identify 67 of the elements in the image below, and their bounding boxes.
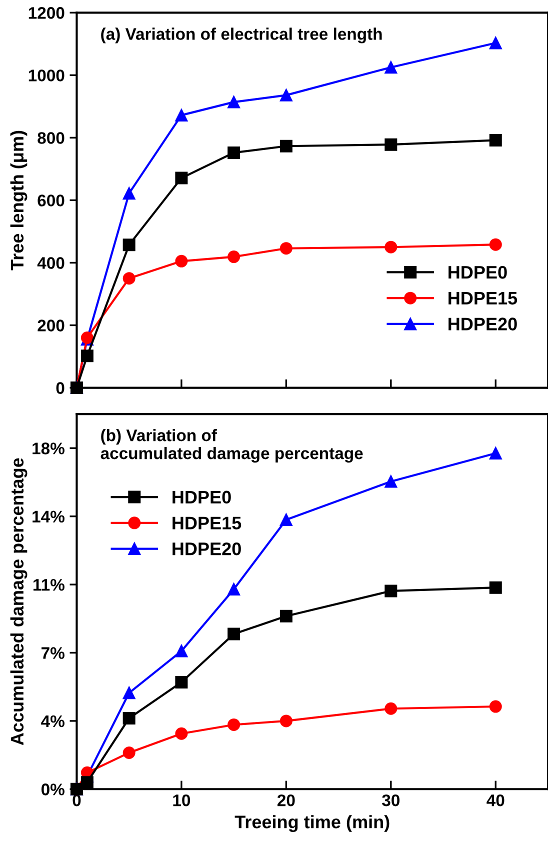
y-tick-label: 7%	[42, 647, 64, 659]
point	[228, 96, 240, 108]
legend-label: HDPE20	[172, 542, 241, 556]
point	[489, 238, 502, 251]
point	[280, 140, 292, 152]
legend-label: HDPE0	[448, 266, 507, 279]
y-axis-title: Tree length (μm)	[10, 130, 28, 270]
point	[384, 61, 398, 74]
point	[280, 513, 292, 526]
legend-label: HDPE15	[172, 516, 242, 530]
text: (b) Variation of accumulated damage percentage	[100, 429, 363, 463]
point	[228, 250, 240, 264]
point	[280, 610, 292, 622]
y-tick-label: 11%	[34, 578, 64, 591]
point	[384, 240, 398, 254]
point	[175, 172, 188, 184]
point	[175, 254, 188, 268]
point	[228, 146, 240, 159]
point	[280, 242, 292, 255]
point	[489, 581, 502, 594]
x-tick-label: 40	[486, 794, 504, 806]
y-tick-label: 800	[38, 132, 64, 144]
x-tick-label: 0	[72, 794, 81, 806]
y-axis-title: Accumulated damage percentage	[10, 458, 28, 746]
legend-label: HDPE0	[172, 490, 231, 504]
point	[122, 686, 136, 700]
y-tick-label: 600	[38, 194, 64, 206]
y-tick-label: 0%	[41, 784, 64, 796]
point	[489, 446, 502, 460]
y-tick-label: 1000	[28, 70, 64, 82]
point	[280, 714, 292, 728]
point	[175, 644, 188, 658]
point	[175, 108, 188, 122]
y-tick-label: 14%	[32, 510, 64, 522]
y-tick-label: 1200	[28, 7, 64, 19]
point	[175, 727, 188, 740]
point	[80, 776, 94, 789]
point	[122, 712, 136, 725]
legend-label: HDPE15	[448, 292, 518, 305]
point	[228, 628, 240, 640]
y-tick-label: 4%	[41, 715, 64, 728]
point	[122, 746, 136, 760]
point	[122, 272, 136, 285]
point	[175, 676, 188, 689]
point	[384, 138, 398, 151]
x-tick-label: 30	[382, 794, 400, 806]
point	[80, 350, 94, 362]
y-tick-label: 400	[37, 257, 64, 269]
point	[384, 475, 398, 488]
point	[489, 700, 502, 713]
point	[489, 134, 502, 146]
text: (a) Variation of electrical tree length	[101, 28, 382, 44]
y-tick-label: 0	[56, 382, 64, 394]
x-axis-title: Treeing time (min)	[234, 815, 390, 832]
point	[384, 702, 398, 715]
y-tick-label: 18%	[32, 442, 64, 454]
point	[122, 238, 136, 252]
point	[122, 187, 136, 200]
point	[384, 584, 398, 598]
y-tick-label: 200	[38, 320, 64, 332]
point	[228, 718, 240, 731]
point	[228, 583, 240, 596]
point	[280, 88, 292, 102]
point	[489, 36, 502, 50]
x-tick-label: 20	[277, 794, 295, 806]
legend-label: HDPE20	[448, 318, 517, 330]
x-tick-label: 10	[173, 794, 190, 806]
